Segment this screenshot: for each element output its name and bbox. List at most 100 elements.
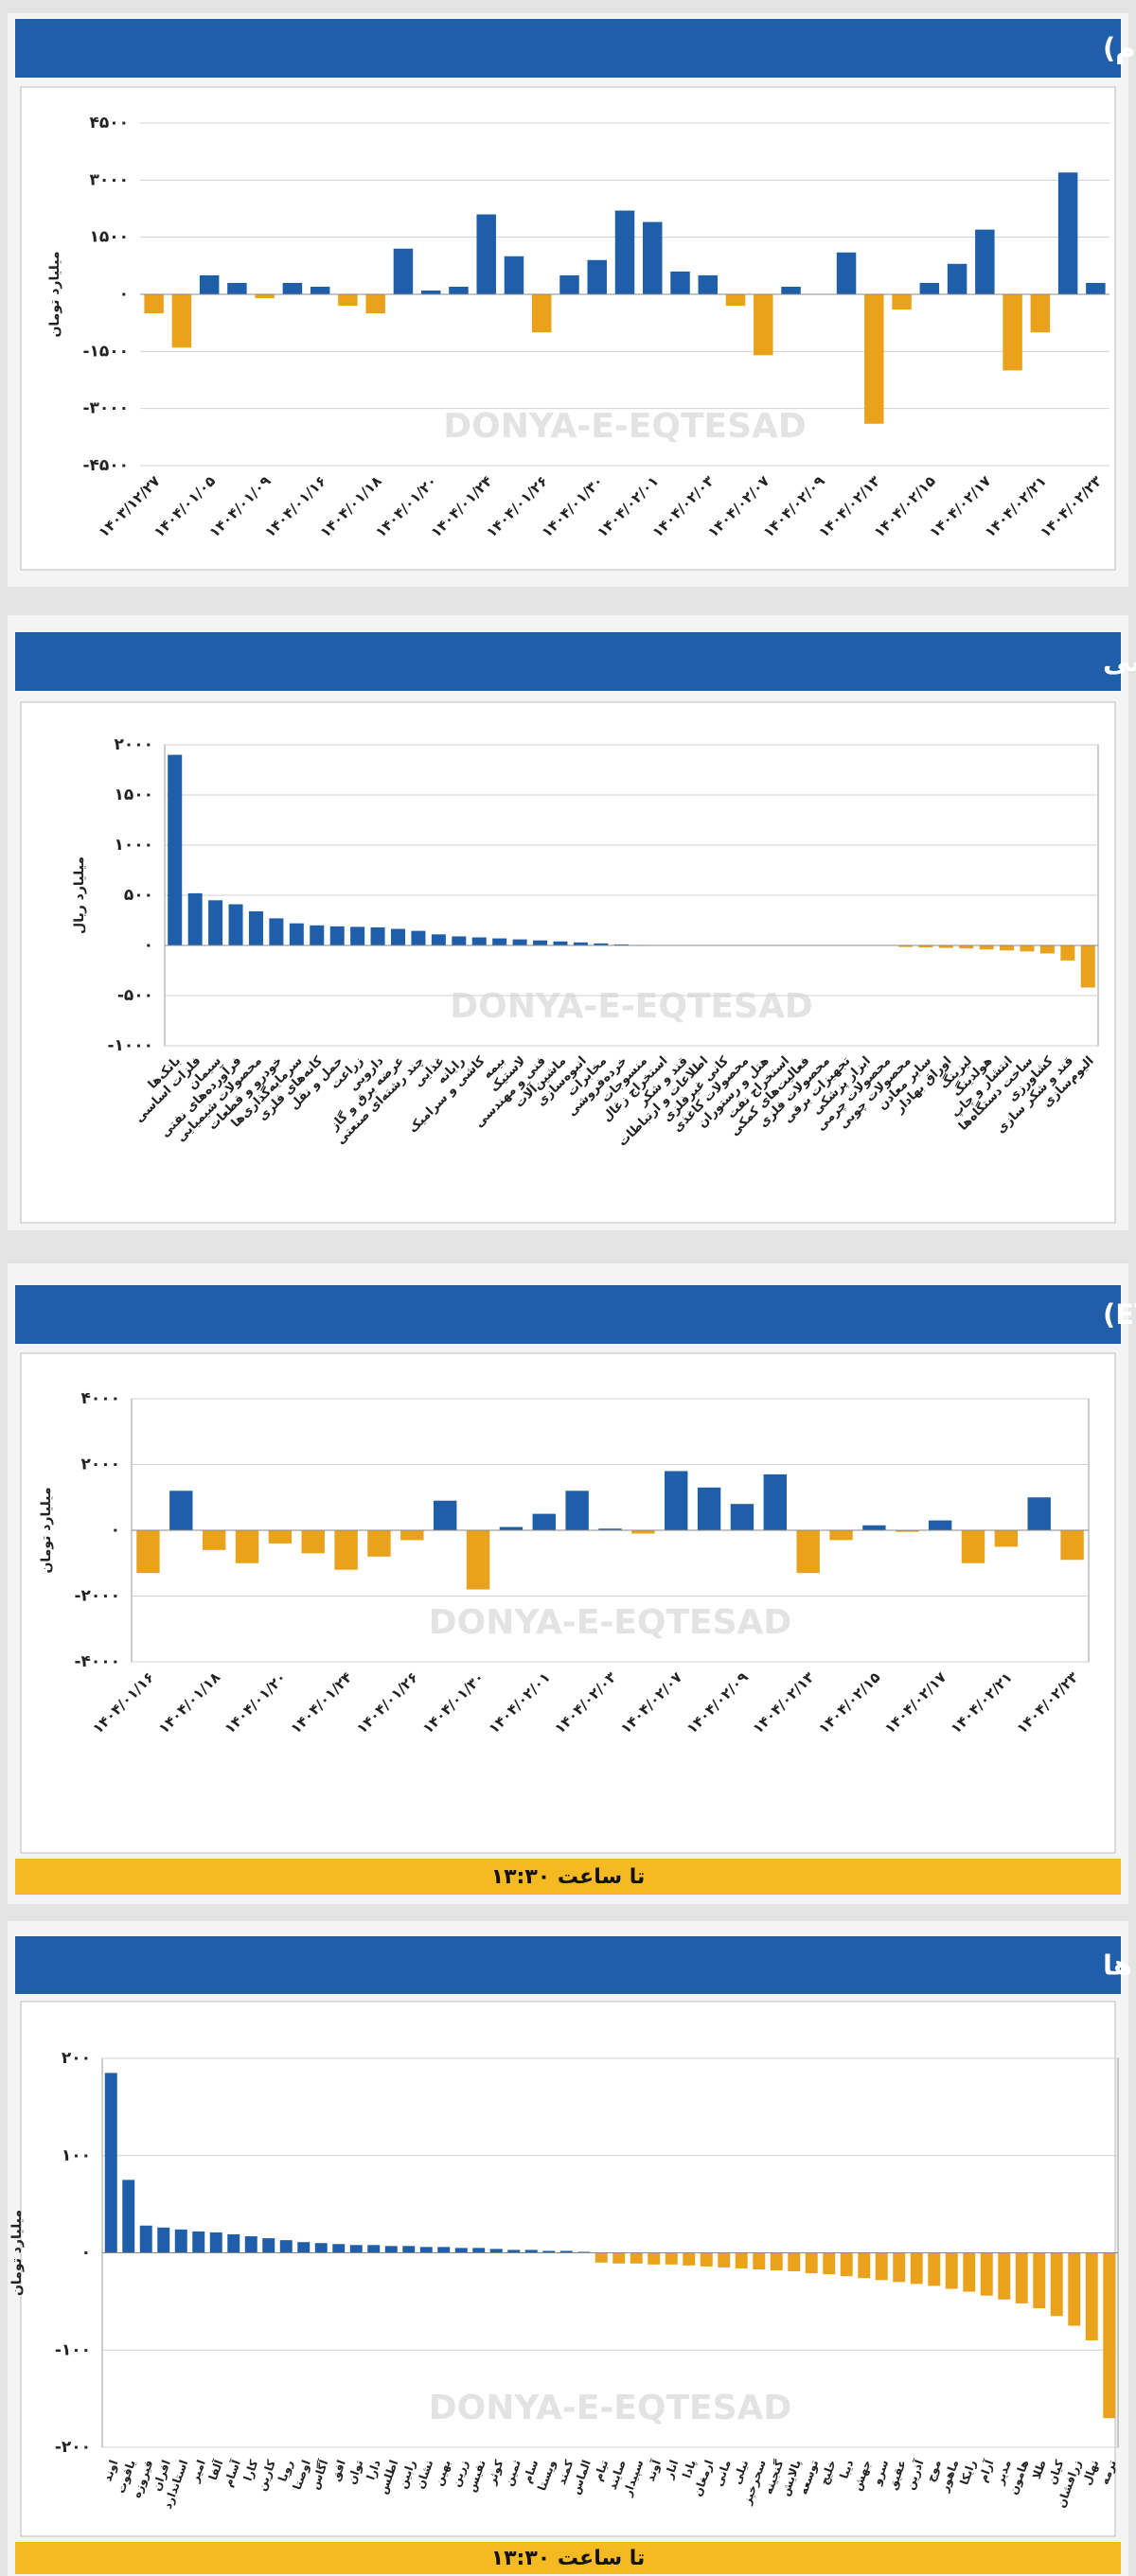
bar — [796, 1530, 820, 1574]
bar — [918, 945, 933, 948]
y-tick-label: ۲۰۰ — [62, 2049, 91, 2068]
y-tick-label: ۰ — [81, 2244, 91, 2263]
bar — [174, 2229, 187, 2253]
bar — [310, 286, 330, 294]
chart-title: خالص تغییر مالکیت حقوقی به حقیقی صندوق‌ه… — [1103, 1298, 1136, 1331]
bar — [938, 945, 953, 948]
bar — [384, 2246, 398, 2253]
bar — [144, 294, 164, 314]
bar — [452, 936, 467, 945]
bar — [301, 1530, 325, 1554]
x-tick-label: پادا — [680, 2458, 699, 2479]
bar — [370, 926, 385, 945]
bar — [466, 1530, 490, 1590]
bar — [1033, 2252, 1046, 2309]
bar — [1057, 172, 1078, 294]
bar — [665, 2252, 678, 2265]
title-band — [15, 632, 1121, 691]
bar — [268, 1530, 293, 1544]
y-axis-label: میلیارد ریال — [72, 856, 87, 934]
bar — [367, 1530, 391, 1557]
bar — [559, 2250, 573, 2253]
bar — [1039, 945, 1055, 954]
y-tick-label: -۴۰۰۰ — [74, 1652, 120, 1671]
y-tick-label: ۴۵۰۰ — [89, 114, 129, 132]
bar — [829, 1530, 853, 1541]
bar — [896, 1530, 919, 1532]
bar — [199, 274, 220, 294]
bar — [104, 2073, 117, 2253]
bar — [367, 2245, 381, 2253]
bar — [565, 1491, 589, 1530]
y-tick-label: -۲۰۰ — [55, 2438, 91, 2457]
bar — [531, 294, 552, 333]
bar — [893, 2252, 906, 2283]
y-axis-label: میلیارد تومان — [39, 1487, 54, 1573]
bar — [959, 945, 974, 949]
y-tick-label: ۴۰۰۰ — [80, 1389, 120, 1408]
bar — [805, 2252, 818, 2274]
bar — [730, 1504, 754, 1530]
bar — [613, 944, 629, 945]
bar — [227, 2233, 240, 2253]
bar — [753, 2252, 766, 2269]
bar — [910, 2252, 923, 2285]
bar — [1103, 2252, 1116, 2419]
bar — [700, 2252, 713, 2267]
y-tick-label: ۱۰۰۰ — [114, 836, 153, 855]
bar — [314, 2243, 328, 2253]
bar — [1030, 294, 1051, 333]
bar — [979, 945, 994, 950]
bar — [577, 2251, 591, 2253]
bar — [472, 2248, 486, 2253]
bar — [289, 923, 304, 945]
bar — [492, 938, 507, 945]
bar — [665, 1471, 688, 1530]
bar — [840, 2252, 853, 2277]
bar — [836, 252, 857, 294]
bar — [980, 2252, 993, 2296]
bar — [350, 926, 365, 945]
bar — [1060, 945, 1075, 961]
bar — [864, 294, 884, 424]
bar — [122, 2179, 135, 2253]
bar — [411, 930, 426, 945]
x-tick-label: طلا — [1030, 2458, 1049, 2480]
watermark: DONYA-E-EQTESAD — [443, 407, 807, 446]
bar — [598, 1528, 622, 1530]
bar — [244, 2236, 257, 2253]
bar — [235, 1530, 259, 1563]
bar — [512, 939, 527, 945]
bar — [499, 1526, 524, 1530]
bar — [400, 1530, 424, 1541]
y-tick-label: ۱۰۰ — [62, 2146, 91, 2165]
bar — [1085, 2252, 1098, 2340]
chart-title: بیشترین ورود و خروج پول حقیقی روزانه ETF… — [1103, 1950, 1136, 1983]
bar — [698, 274, 719, 294]
bar — [763, 1473, 788, 1530]
y-tick-label: -۴۵۰۰ — [82, 456, 129, 475]
bar — [393, 248, 414, 294]
bar — [334, 1530, 358, 1570]
footnote: تا ساعت ۱۳:۳۰ — [491, 2547, 646, 2570]
bar — [279, 2240, 293, 2253]
bar — [594, 943, 609, 945]
x-tick-label: دیبا — [837, 2458, 856, 2480]
bar — [892, 294, 912, 310]
bar — [329, 926, 345, 945]
bar — [202, 1530, 226, 1550]
bar — [643, 221, 663, 294]
bar — [402, 2246, 416, 2253]
y-tick-label: ۱۵۰۰ — [89, 228, 129, 247]
chart-title: خالص تغییر مالکیت حقوقی به حقیقی روزانه … — [1103, 645, 1136, 678]
bar — [683, 2252, 696, 2266]
bar — [227, 282, 247, 294]
y-tick-label: ۱۵۰۰ — [114, 785, 153, 804]
chart-title: خالص تغییر مالکیت حقوقی به حقیقی در بورس… — [1103, 32, 1136, 64]
bar — [507, 2250, 521, 2253]
bar — [559, 274, 579, 294]
bar — [1003, 294, 1022, 371]
bar — [998, 2252, 1011, 2300]
bar — [1000, 945, 1015, 951]
bar — [858, 2252, 871, 2279]
